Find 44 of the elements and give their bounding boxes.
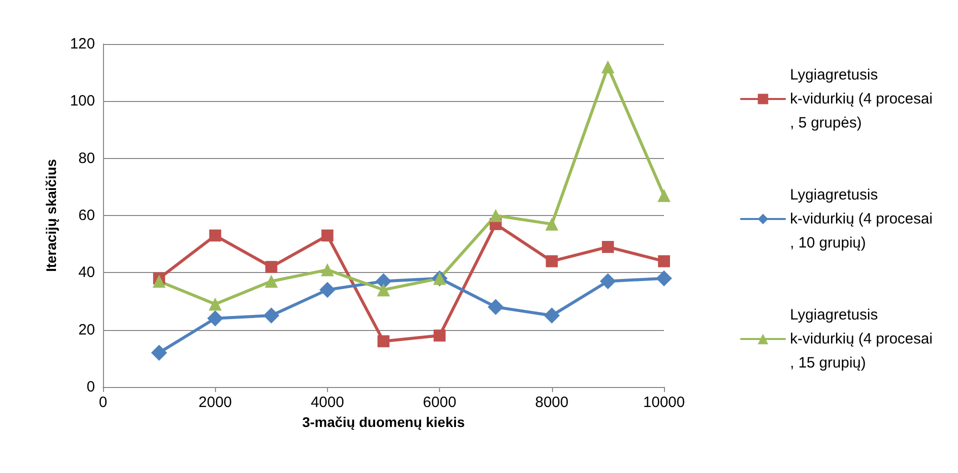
- y-tick-label: 0: [86, 378, 95, 396]
- y-axis-title: Iteracijų skaičius: [43, 158, 59, 272]
- point: [602, 240, 614, 253]
- point: [488, 298, 504, 315]
- legend-label: Lygiagretusis k-vidurkių (4 procesai, 10 grupių): [790, 186, 933, 252]
- x-axis-title: 3-mačių duomenų kiekis: [302, 414, 466, 430]
- x-tick-label: 2000: [198, 394, 232, 411]
- point: [658, 255, 670, 268]
- y-tick-label: 40: [78, 264, 95, 282]
- point: [545, 218, 558, 231]
- point: [544, 308, 560, 324]
- point: [600, 273, 616, 290]
- point: [601, 60, 614, 74]
- point: [658, 188, 670, 202]
- y-tick-label: 120: [70, 36, 95, 52]
- point: [265, 260, 278, 273]
- point: [376, 273, 392, 290]
- point: [489, 209, 502, 222]
- x-tick-label: 8000: [535, 394, 568, 411]
- point: [378, 335, 390, 348]
- point: [209, 230, 222, 242]
- point: [151, 344, 168, 361]
- x-tick-label: 0: [98, 394, 108, 411]
- point: [656, 270, 672, 286]
- point: [319, 282, 336, 298]
- x-tick-label: 4000: [310, 394, 344, 411]
- point: [152, 274, 166, 288]
- x-tick-label: 6000: [422, 394, 456, 411]
- y-tick-label: 80: [78, 150, 95, 167]
- y-tick-label: 20: [78, 321, 95, 338]
- legend-label: Lygiagretusis k-vidurkių (4 procesai, 5 grupės): [790, 66, 933, 132]
- point: [377, 283, 390, 296]
- point: [434, 330, 446, 342]
- legend-label: Lygiagretusis k-vidurkių (4 procesai, 15 grupių): [790, 306, 933, 372]
- point: [546, 255, 558, 268]
- point: [321, 230, 334, 242]
- y-tick-label: 60: [78, 207, 95, 224]
- point: [263, 308, 280, 324]
- point: [264, 274, 278, 288]
- point: [320, 263, 334, 276]
- x-tick-label: 10000: [643, 394, 685, 411]
- point: [208, 298, 222, 311]
- point: [207, 310, 224, 326]
- y-tick-label: 100: [70, 92, 95, 110]
